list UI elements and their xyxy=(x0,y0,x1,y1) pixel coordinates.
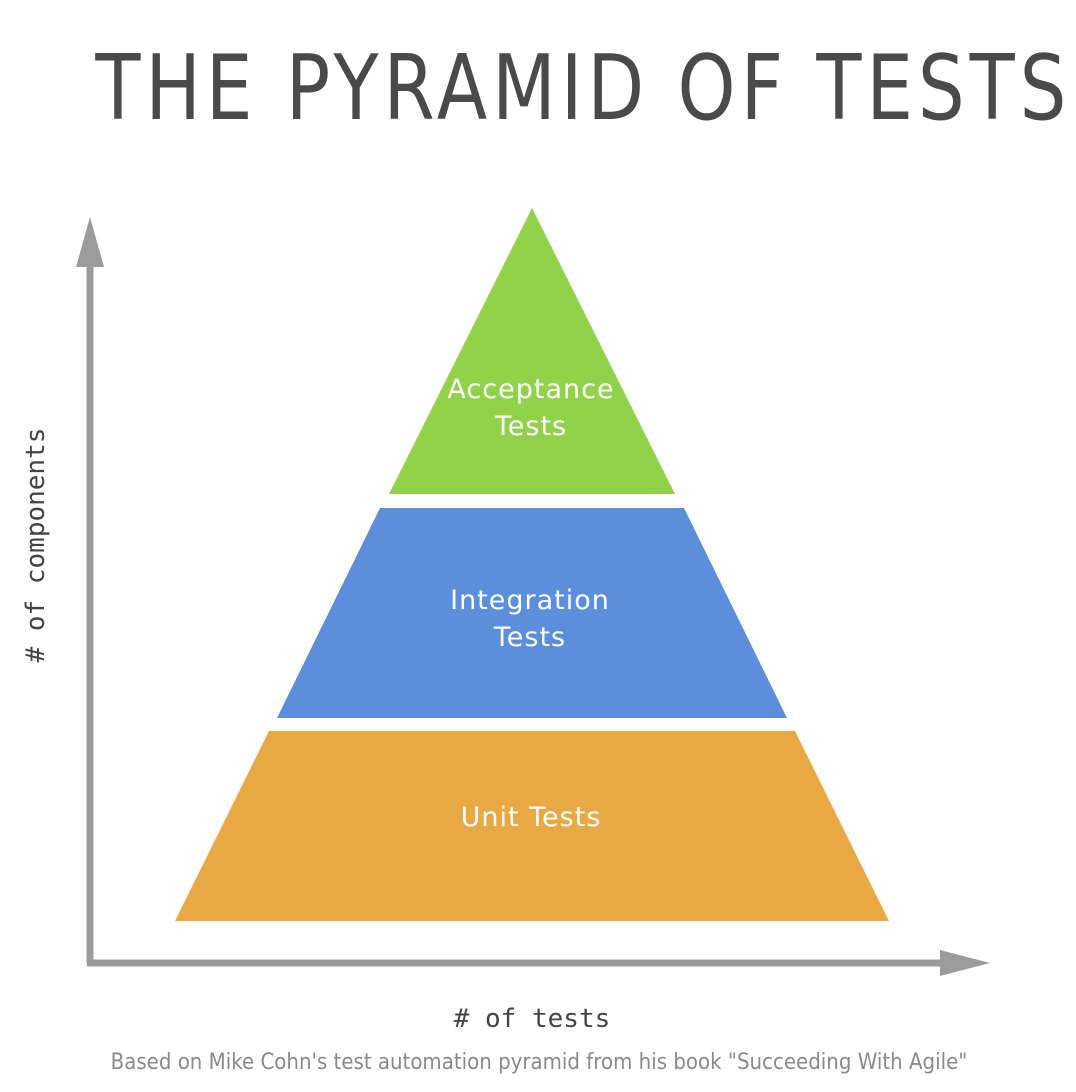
tier-unit-shape xyxy=(175,731,889,921)
tier-unit-label: Unit Tests xyxy=(461,802,602,833)
y-axis-arrowhead xyxy=(76,217,104,267)
tier-integration-label-line2: Tests xyxy=(493,622,566,653)
y-axis-label: # of components xyxy=(21,428,51,663)
tier-acceptance-label-line2: Tests xyxy=(494,411,567,442)
diagram-title: THE PYRAMID OF TESTS xyxy=(95,36,1072,141)
x-axis-arrowhead xyxy=(940,950,990,976)
y-axis xyxy=(76,217,104,963)
tier-integration-shape xyxy=(277,508,787,718)
tier-integration-label-line1: Integration xyxy=(450,585,610,616)
tier-acceptance-shape xyxy=(389,208,675,494)
tier-acceptance-label-line1: Acceptance xyxy=(447,374,614,405)
x-axis xyxy=(87,950,990,976)
x-axis-label: # of tests xyxy=(454,1004,611,1034)
footer-attribution: Based on Mike Cohn's test automation pyr… xyxy=(110,1050,968,1075)
